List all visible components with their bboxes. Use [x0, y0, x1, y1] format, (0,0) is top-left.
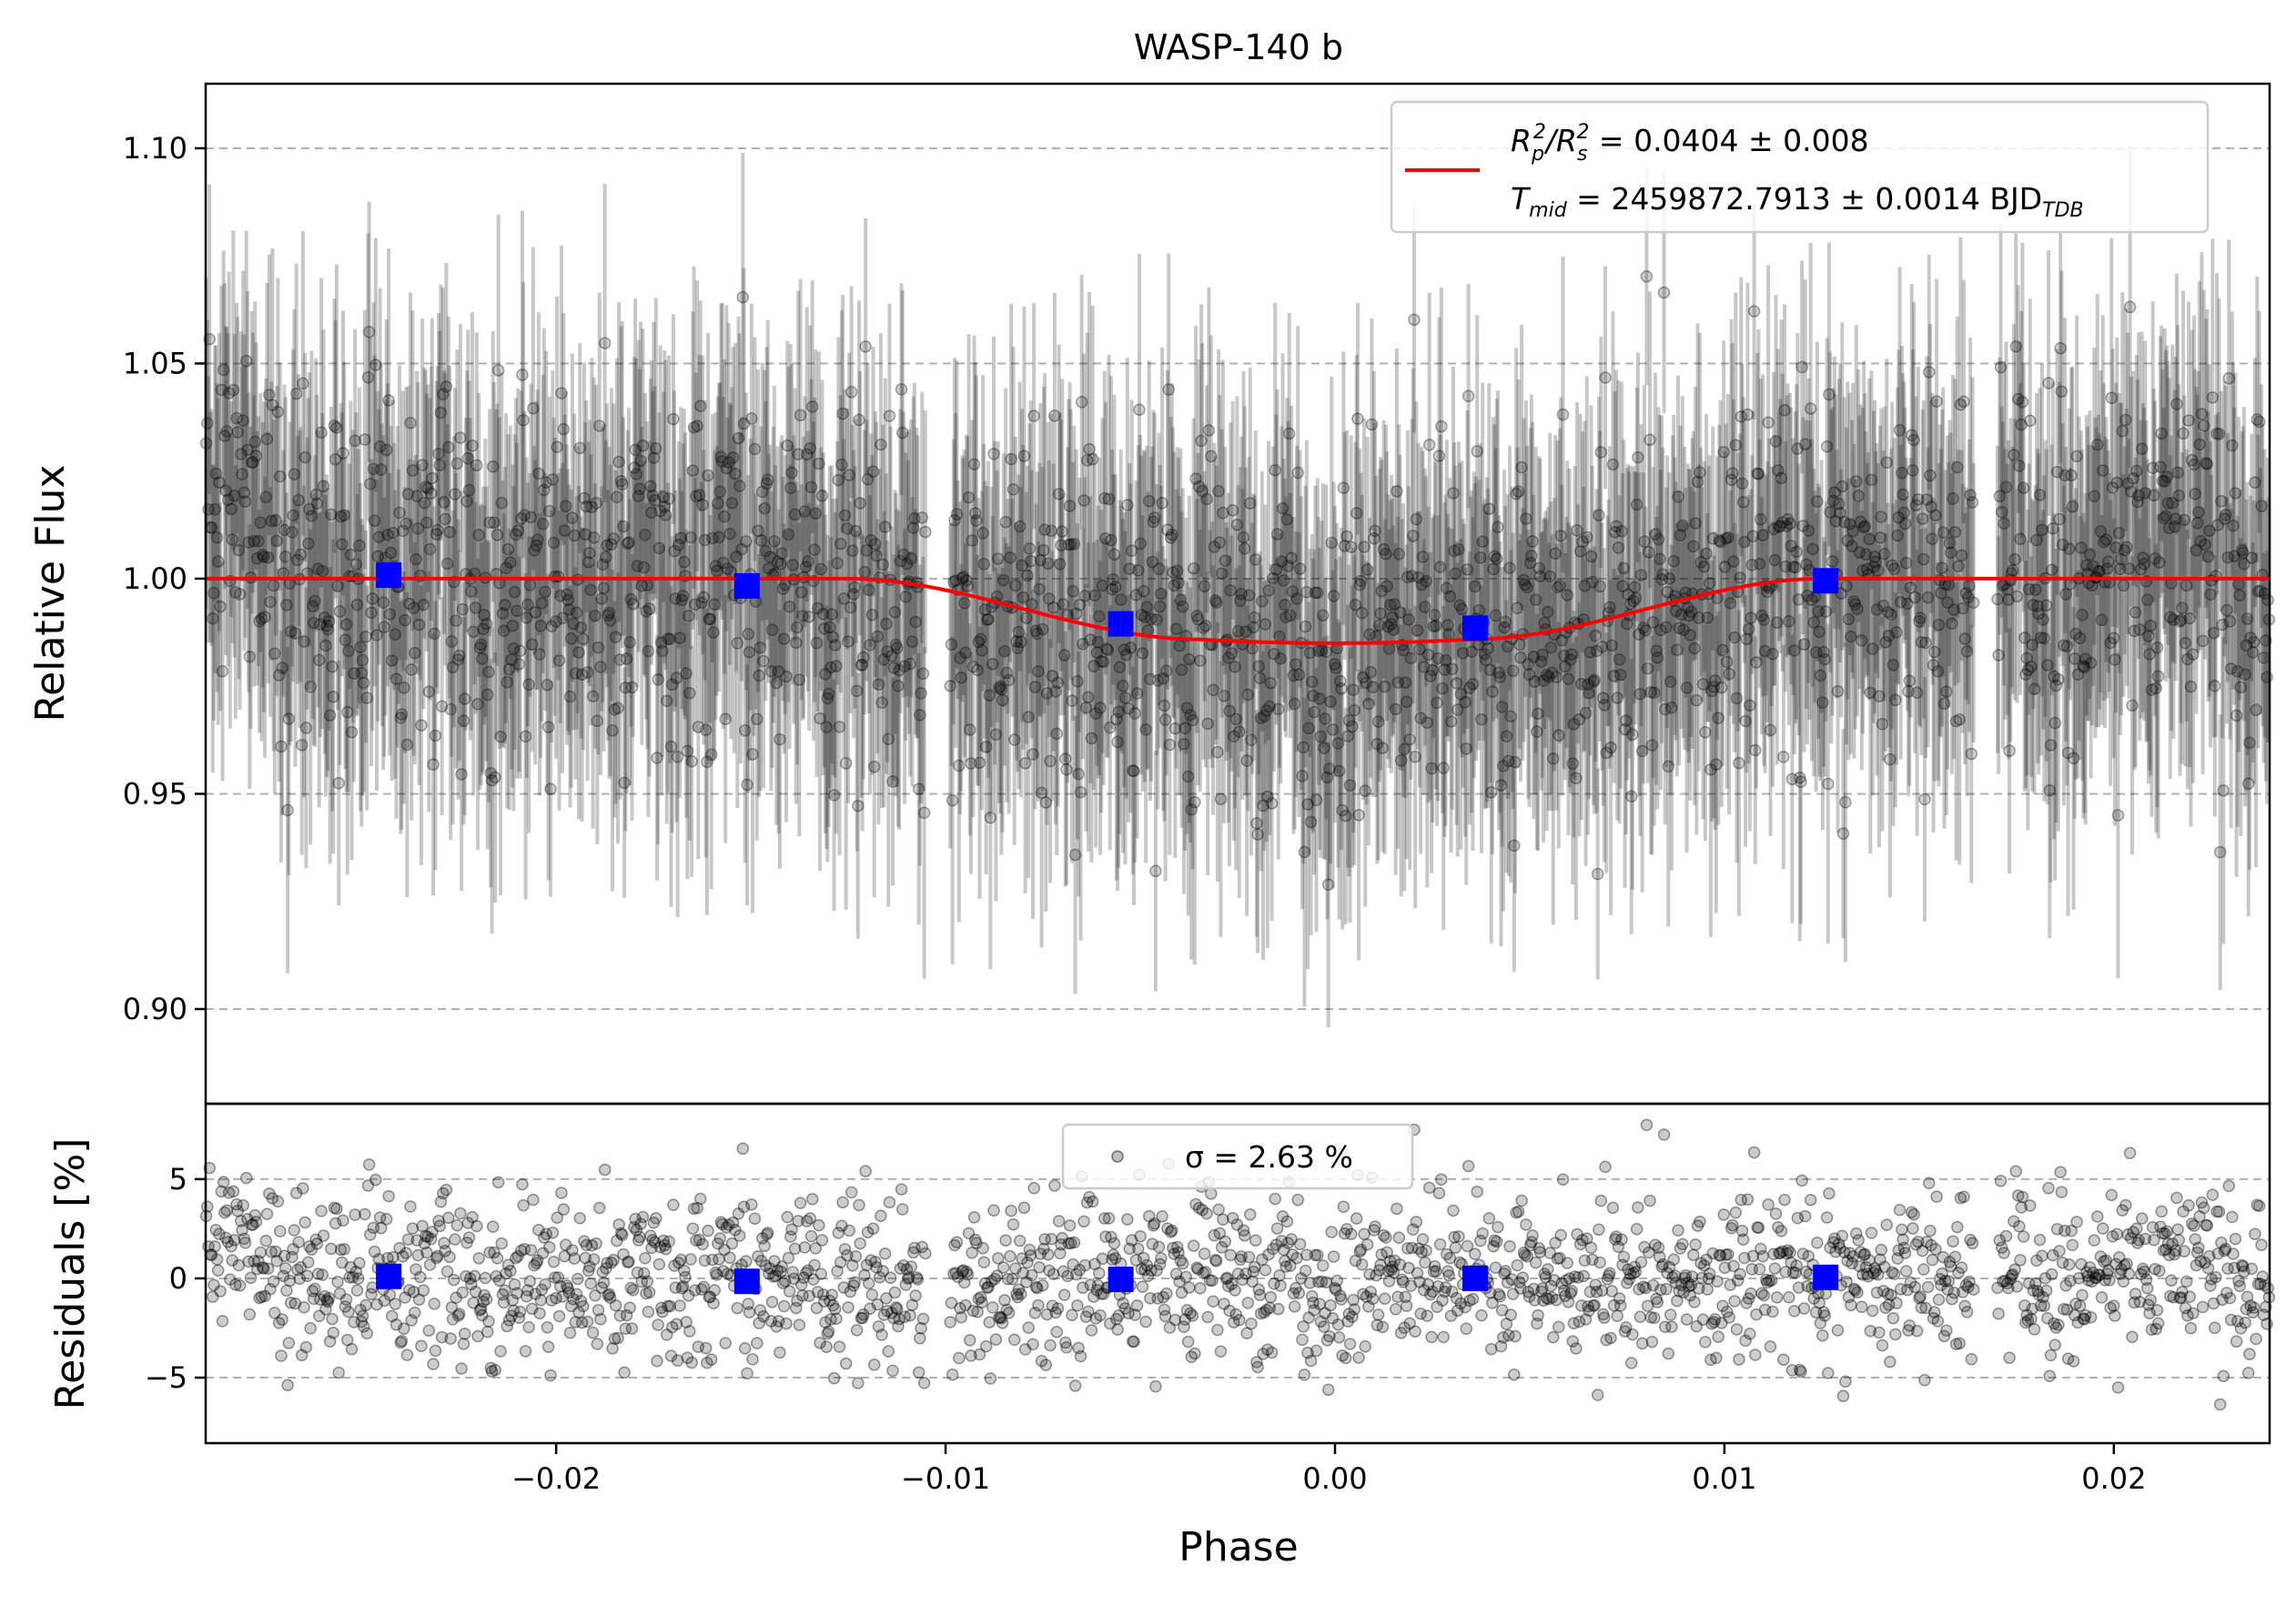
flux-raw-points: [201, 146, 2275, 1027]
flux-raw-marker: [860, 341, 871, 352]
flux-raw-marker: [1840, 797, 1851, 808]
flux-raw-marker: [545, 783, 556, 794]
flux-raw-marker: [1463, 390, 1474, 401]
flux-raw-marker: [2004, 745, 2015, 756]
flux-raw-marker: [1436, 421, 1447, 432]
flux-raw-marker: [1352, 413, 1363, 424]
flux-raw-marker: [217, 666, 228, 677]
flux-raw-marker: [1267, 798, 1278, 809]
flux-raw-marker: [1749, 306, 1760, 317]
flux-raw-marker: [1966, 748, 1977, 759]
flux-raw-marker: [1028, 410, 1039, 421]
flux-raw-marker: [1150, 865, 1161, 876]
flux-raw-marker: [919, 807, 930, 818]
flux-raw-marker: [1353, 810, 1364, 821]
flux-raw-point: [1409, 207, 1420, 432]
flux-raw-marker: [1593, 869, 1603, 880]
flux-raw-marker: [1189, 797, 1200, 808]
flux-raw-marker: [1968, 597, 1979, 608]
flux-raw-marker: [920, 527, 931, 538]
chart-title: WASP-140 b: [1134, 27, 1343, 67]
flux-raw-marker: [1778, 752, 1789, 763]
flux-raw-marker: [1641, 271, 1652, 282]
flux-raw-marker: [1134, 404, 1145, 415]
flux-raw-marker: [947, 795, 958, 806]
flux-raw-marker: [1424, 439, 1435, 450]
flux-raw-marker: [884, 410, 895, 421]
flux-raw-marker: [416, 720, 427, 731]
flux-raw-marker: [600, 338, 611, 348]
flux-raw-marker: [1659, 288, 1670, 298]
flux-raw-marker: [686, 756, 697, 767]
flux-raw-marker: [1409, 314, 1420, 325]
flux-raw-marker: [2025, 415, 2036, 426]
flux-raw-marker: [1823, 779, 1834, 790]
flux-raw-marker: [1600, 372, 1611, 383]
flux-raw-marker: [846, 387, 857, 398]
flux-raw-marker: [1734, 758, 1745, 769]
flux-raw-marker: [1958, 396, 1969, 407]
flux-raw-marker: [1795, 776, 1806, 787]
flux-raw-marker: [1558, 409, 1569, 420]
flux-raw-marker: [333, 778, 344, 789]
flux-raw-marker: [430, 730, 440, 741]
flux-panel: 0.900.951.001.051.10 Relative Flux Rp2/R…: [27, 84, 2274, 1104]
flux-raw-marker: [1919, 793, 1930, 804]
flux-raw-marker: [1931, 396, 1942, 407]
